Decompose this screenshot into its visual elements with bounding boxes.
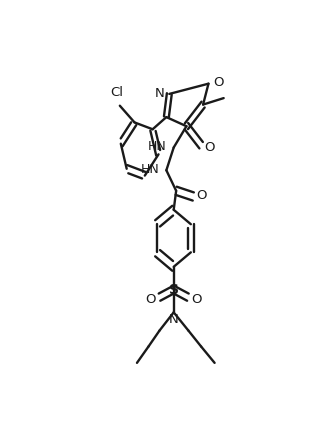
Text: O: O	[213, 76, 223, 89]
Text: O: O	[204, 141, 215, 154]
Text: O: O	[191, 293, 202, 305]
Text: HN: HN	[140, 163, 159, 176]
Text: Cl: Cl	[110, 86, 123, 99]
Text: HN: HN	[148, 140, 166, 153]
Text: O: O	[146, 293, 156, 305]
Text: N: N	[155, 87, 164, 99]
Text: O: O	[197, 189, 207, 202]
Text: S: S	[169, 282, 179, 297]
Text: N: N	[169, 313, 179, 326]
